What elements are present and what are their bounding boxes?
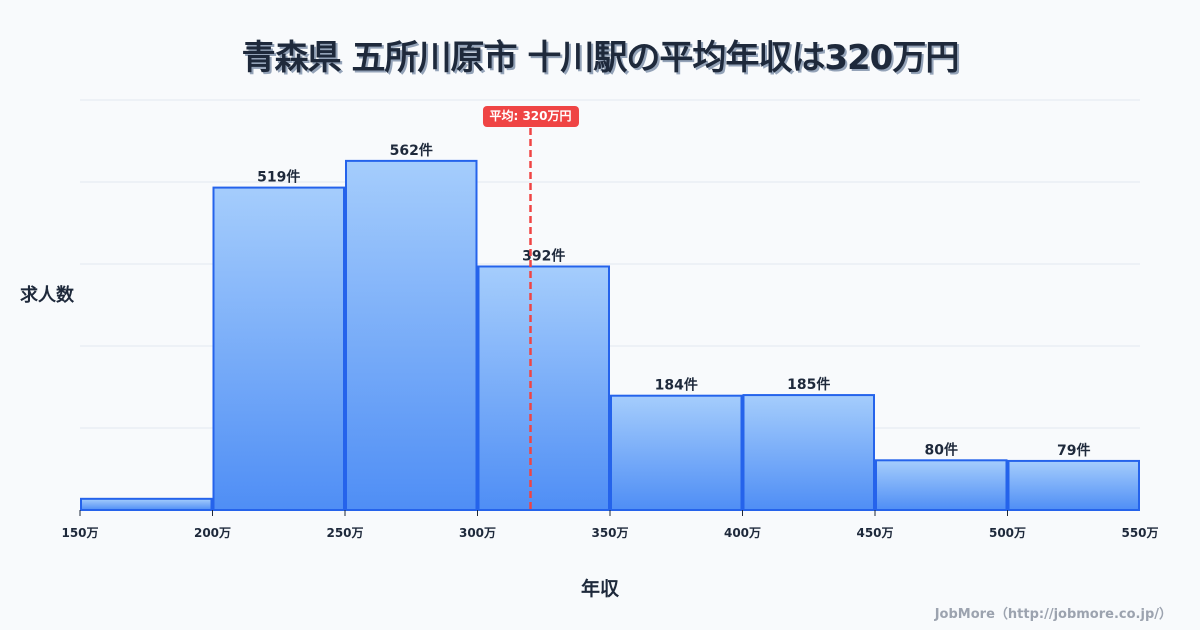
histogram-bar: [742, 394, 875, 511]
bars: 519件 562件 392件 184件 185件 80件 79件: [80, 142, 1140, 512]
histogram-bar: [610, 394, 743, 511]
bar-value-label: 79件: [1057, 442, 1090, 459]
x-tick-label: 550万: [1121, 526, 1158, 540]
x-tick-label: 450万: [856, 526, 893, 540]
chart-title: 青森県 五所川原市 十川駅の平均年収は320万円: [241, 38, 960, 78]
bar-value-label: 185件: [787, 376, 830, 393]
bar-value-label: 184件: [655, 377, 698, 394]
mean-badge: 平均: 320万円: [482, 106, 579, 127]
histogram-bar: [80, 497, 213, 511]
histogram-bar: [875, 459, 1008, 512]
histogram-bar: [212, 186, 345, 511]
x-tick-label: 250万: [326, 526, 363, 540]
x-tick-label: 300万: [459, 526, 496, 540]
y-axis-label: 求人数: [20, 285, 74, 306]
x-tick-label: 200万: [194, 526, 231, 540]
x-tick-label: 350万: [591, 526, 628, 540]
bar-value-label: 562件: [390, 142, 433, 159]
footer-credit: JobMore（http://jobmore.co.jp/）: [934, 607, 1172, 622]
histogram-bar: [477, 265, 610, 512]
bar-value-label: 392件: [522, 247, 565, 264]
bar-value-label: 80件: [925, 441, 958, 458]
x-tick-label: 150万: [61, 526, 98, 540]
x-axis-ticks: 150万 200万 250万 300万 350万 400万 450万 500万 550万: [61, 510, 1159, 540]
histogram-bar: [1007, 459, 1140, 512]
x-axis-label: 年収: [580, 578, 619, 600]
histogram-bar: [345, 159, 478, 511]
bar-value-label: 519件: [257, 169, 300, 186]
x-tick-label: 400万: [724, 526, 761, 540]
x-tick-label: 500万: [989, 526, 1026, 540]
